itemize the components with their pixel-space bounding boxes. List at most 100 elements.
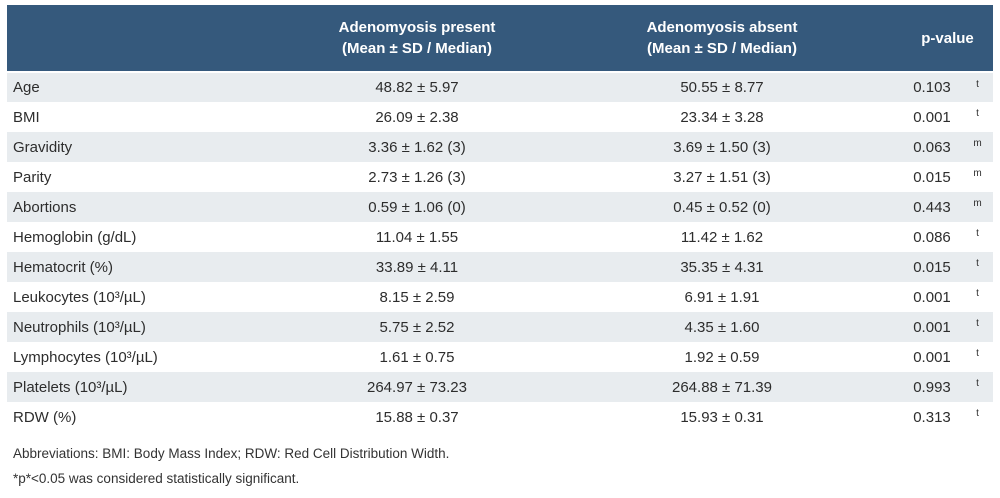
column-header-absent-subtitle: (Mean ± SD / Median) <box>647 40 797 57</box>
present-value: 8.15 ± 2.59 <box>379 288 455 306</box>
present-value: 15.88 ± 0.37 <box>375 408 459 426</box>
row-label: Gravidity <box>13 138 73 156</box>
test-marker-cell: t <box>962 72 993 102</box>
test-marker-cell: t <box>962 252 993 282</box>
present-value: 11.04 ± 1.55 <box>375 228 459 246</box>
row-label: Age <box>13 79 40 96</box>
table-row: RDW (%) 15.88 ± 0.37 15.93 ± 0.31 0.313 … <box>7 402 994 432</box>
present-value: 3.36 ± 1.62 (3) <box>368 138 466 156</box>
absent-value: 50.55 ± 8.77 <box>680 79 764 96</box>
column-header-present-title: Adenomyosis present <box>338 19 496 36</box>
present-value: 5.75 ± 2.52 <box>379 318 455 336</box>
test-superscript: t <box>976 288 979 299</box>
table-row: BMI 26.09 ± 2.38 23.34 ± 3.28 0.001 t <box>7 102 994 132</box>
test-marker-cell: t <box>962 222 993 252</box>
column-header-present-subtitle: (Mean ± SD / Median) <box>342 40 492 57</box>
row-label: Parity <box>13 168 52 186</box>
row-label: Hematocrit (%) <box>13 258 114 276</box>
row-label: BMI <box>13 108 40 126</box>
present-value: 0.59 ± 1.06 (0) <box>368 198 466 216</box>
row-label: Hemoglobin (g/dL) <box>13 228 137 246</box>
column-header-parameter <box>7 5 292 73</box>
present-value: 264.97 ± 73.23 <box>367 378 467 396</box>
column-header-absent-title: Adenomyosis absent <box>646 19 798 36</box>
absent-value: 264.88 ± 71.39 <box>672 378 772 396</box>
absent-value: 15.93 ± 0.31 <box>680 408 764 426</box>
test-superscript: t <box>976 318 979 329</box>
test-superscript: m <box>973 168 982 179</box>
footnotes: Abbreviations: BMI: Body Mass Index; RDW… <box>7 432 993 491</box>
p-value: 0.001 <box>913 108 951 126</box>
test-marker-cell: t <box>962 402 993 432</box>
table-row: Platelets (10³/µL) 264.97 ± 73.23 264.88… <box>7 372 994 402</box>
table-row: Lymphocytes (10³/µL) 1.61 ± 0.75 1.92 ± … <box>7 342 994 372</box>
table-row: Abortions 0.59 ± 1.06 (0) 0.45 ± 0.52 (0… <box>7 192 994 222</box>
test-superscript: t <box>976 348 979 359</box>
column-header-pvalue: p-value <box>902 5 994 73</box>
comparison-table: Adenomyosis present (Mean ± SD / Median)… <box>7 5 994 432</box>
test-superscript: t <box>976 108 979 119</box>
row-label: RDW (%) <box>13 408 77 426</box>
p-value: 0.015 <box>913 258 951 276</box>
footnote-significance: *p*<0.05 was considered statistically si… <box>13 471 300 486</box>
table-row: Hemoglobin (g/dL) 11.04 ± 1.55 11.42 ± 1… <box>7 222 994 252</box>
table-row: Age 48.82 ± 5.97 50.55 ± 8.77 0.103 t <box>7 72 994 102</box>
absent-value: 3.27 ± 1.51 (3) <box>673 168 771 186</box>
column-header-present: Adenomyosis present (Mean ± SD / Median) <box>292 5 542 73</box>
test-superscript: t <box>976 78 979 90</box>
absent-value: 3.69 ± 1.50 (3) <box>673 138 771 156</box>
header-row: Adenomyosis present (Mean ± SD / Median)… <box>7 5 994 73</box>
column-header-absent: Adenomyosis absent (Mean ± SD / Median) <box>542 5 902 73</box>
p-value: 0.443 <box>913 198 951 216</box>
absent-value: 23.34 ± 3.28 <box>680 108 764 126</box>
p-value: 0.063 <box>913 138 951 156</box>
p-value: 0.001 <box>913 288 951 306</box>
present-value: 33.89 ± 4.11 <box>375 258 459 276</box>
p-value: 0.086 <box>913 228 951 246</box>
test-superscript: t <box>976 378 979 389</box>
test-marker-cell: m <box>962 192 993 222</box>
absent-value: 1.92 ± 0.59 <box>684 348 760 366</box>
p-value: 0.001 <box>913 318 951 336</box>
test-marker-cell: m <box>962 162 993 192</box>
table-row: Leukocytes (10³/µL) 8.15 ± 2.59 6.91 ± 1… <box>7 282 994 312</box>
test-marker-cell: t <box>962 372 993 402</box>
row-label: Neutrophils (10³/µL) <box>13 318 146 336</box>
row-label: Leukocytes (10³/µL) <box>13 288 146 306</box>
test-superscript: m <box>973 198 982 209</box>
row-label: Abortions <box>13 198 77 216</box>
test-superscript: t <box>976 228 979 239</box>
table-row: Neutrophils (10³/µL) 5.75 ± 2.52 4.35 ± … <box>7 312 994 342</box>
p-value: 0.993 <box>913 378 951 396</box>
p-value: 0.001 <box>913 348 951 366</box>
row-label: Platelets (10³/µL) <box>13 378 128 396</box>
test-superscript: t <box>976 408 979 419</box>
p-value: 0.015 <box>913 168 951 186</box>
table-row: Parity 2.73 ± 1.26 (3) 3.27 ± 1.51 (3) 0… <box>7 162 994 192</box>
p-value: 0.103 <box>913 79 951 96</box>
p-value: 0.313 <box>913 408 951 426</box>
test-superscript: m <box>973 138 982 149</box>
absent-value: 0.45 ± 0.52 (0) <box>673 198 771 216</box>
absent-value: 6.91 ± 1.91 <box>684 288 760 306</box>
test-superscript: t <box>976 258 979 269</box>
table-row: Hematocrit (%) 33.89 ± 4.11 35.35 ± 4.31… <box>7 252 994 282</box>
test-marker-cell: t <box>962 102 993 132</box>
test-marker-cell: m <box>962 132 993 162</box>
test-marker-cell: t <box>962 282 993 312</box>
table-header: Adenomyosis present (Mean ± SD / Median)… <box>7 5 994 73</box>
present-value: 1.61 ± 0.75 <box>379 348 455 366</box>
test-marker-cell: t <box>962 312 993 342</box>
absent-value: 4.35 ± 1.60 <box>684 318 760 336</box>
present-value: 48.82 ± 5.97 <box>375 79 459 96</box>
present-value: 26.09 ± 2.38 <box>375 108 459 126</box>
row-label: Lymphocytes (10³/µL) <box>13 348 158 366</box>
test-marker-cell: t <box>962 342 993 372</box>
table-row: Gravidity 3.36 ± 1.62 (3) 3.69 ± 1.50 (3… <box>7 132 994 162</box>
table-body: Age 48.82 ± 5.97 50.55 ± 8.77 0.103 t BM… <box>7 72 994 432</box>
present-value: 2.73 ± 1.26 (3) <box>368 168 466 186</box>
absent-value: 35.35 ± 4.31 <box>680 258 764 276</box>
absent-value: 11.42 ± 1.62 <box>680 228 764 246</box>
footnote-abbreviations: Abbreviations: BMI: Body Mass Index; RDW… <box>13 446 450 461</box>
